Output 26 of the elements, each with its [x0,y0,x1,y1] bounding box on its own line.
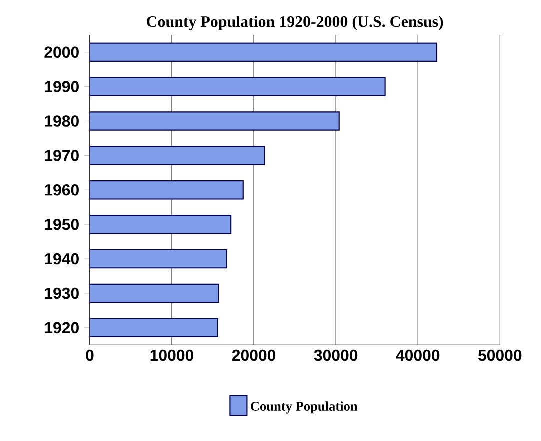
y-tick-label: 1970 [45,150,79,162]
chart-title: County Population 1920-2000 (U.S. Census) [147,16,444,30]
bar [90,180,244,200]
bar [90,249,228,269]
bar [90,112,340,131]
x-tick-label: 0 [86,350,94,362]
bar [90,42,438,62]
y-tick-label: 2000 [44,46,79,58]
x-tick-label: 10000 [150,350,194,362]
x-tick-label: 50000 [478,350,522,362]
y-tick-label: 1960 [45,184,79,196]
bar [90,77,386,96]
bar [90,318,218,338]
y-tick-label: 1930 [45,288,79,300]
bar [90,146,266,166]
legend-label: County Population [251,402,358,414]
y-tick-label: 1920 [45,322,79,334]
y-tick-label: 1940 [45,253,79,265]
y-tick-label: 1990 [45,81,79,92]
x-tick-label: 40000 [396,350,440,362]
bar [90,214,232,234]
y-tick-label: 1950 [45,218,79,230]
x-tick-label: 30000 [314,350,358,362]
x-tick-label: 20000 [232,350,276,362]
y-tick-label: 1980 [45,116,79,127]
bar [90,284,220,304]
